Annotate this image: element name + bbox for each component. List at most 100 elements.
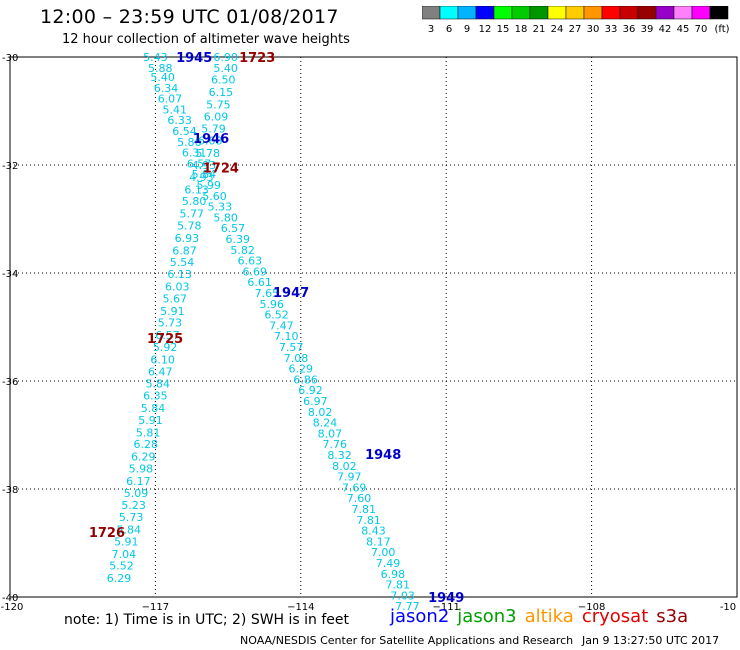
wave-height-value: 6.69 [243, 265, 268, 278]
pass-time-label: 1726 [89, 526, 125, 541]
y-tick-label: -34 [2, 269, 18, 280]
pass-time-label: 1947 [273, 286, 309, 301]
wave-height-value: 7.65 [255, 287, 280, 300]
colorbar-label: 6 [446, 24, 452, 35]
colorbar-label: 30 [587, 24, 600, 35]
x-tick-label: −108 [578, 602, 605, 613]
wave-height-value: 5.98 [129, 462, 154, 475]
wave-height-value: 5.91 [114, 535, 139, 548]
wave-height-value: 7.81 [356, 514, 381, 527]
wave-height-value: 5.78 [177, 219, 202, 232]
wave-height-value: 5.91 [160, 305, 185, 318]
wave-height-value: 5.33 [208, 201, 233, 214]
x-tick-label: -120 [1, 602, 24, 613]
wave-height-value: 5.75 [206, 99, 231, 112]
wave-height-value: 7.47 [269, 319, 294, 332]
satellite-legend-item: s3a [656, 606, 689, 627]
wave-height-value: 7.97 [337, 471, 362, 484]
chart-title: 12:00 – 23:59 UTC 01/08/2017 [40, 6, 339, 28]
wave-height-value: 5.09 [124, 487, 149, 500]
wave-height-value: 6.03 [165, 281, 190, 294]
wave-height-value: 6.29 [107, 572, 132, 585]
footer-timestamp: Jan 9 13:27:50 UTC 2017 [582, 634, 720, 647]
wave-height-value: 8.17 [366, 535, 391, 548]
wave-height-value: 6.07 [158, 93, 183, 106]
wave-height-value: 6.93 [175, 232, 200, 245]
colorbar-label: 18 [515, 24, 528, 35]
colorbar-label: 39 [641, 24, 654, 35]
colorbar-label: 70 [695, 24, 708, 35]
wave-height-value: 6.98 [381, 568, 406, 581]
wave-height-value: 6.35 [143, 390, 168, 403]
wave-height-value: 5.84 [116, 524, 141, 537]
footer-credit: NOAA/NESDIS Center for Satellite Applica… [240, 634, 574, 647]
colorbar-label: 45 [677, 24, 690, 35]
wave-height-value: 5.92 [153, 341, 178, 354]
wave-height-value: 5.84 [192, 168, 217, 181]
wave-height-value: 6.15 [209, 86, 234, 99]
wave-height-value: 6.39 [226, 233, 251, 246]
x-tick-label: -10 [720, 602, 736, 613]
colorbar-legend: 3 6 9 12 15 18 21 24 27 30 33 36 39 42 45 70 (ft) [422, 6, 730, 35]
wave-height-value: 6.09 [204, 110, 229, 123]
wave-height-value: 7.81 [385, 579, 410, 592]
x-tick-label: −117 [142, 602, 169, 613]
colorbar-label: 24 [551, 24, 564, 35]
wave-height-value: 8.24 [313, 417, 338, 430]
wave-height-value: 6.97 [303, 395, 328, 408]
wave-height-value: 6.29 [131, 451, 156, 464]
wave-height-value: 5.84 [146, 378, 171, 391]
wave-height-value: 7.03 [390, 589, 415, 602]
footer-note: note: 1) Time is in UTC; 2) SWH is in fe… [64, 612, 350, 628]
colorbar-label: 3 [428, 24, 434, 35]
y-tick-label: -36 [2, 377, 18, 388]
colorbar-swatch [709, 6, 729, 20]
chart-subtitle: 12 hour collection of altimeter wave hei… [62, 32, 350, 47]
wave-height-value: 6.13 [184, 183, 209, 196]
plot-frame [9, 56, 738, 598]
wave-height-value: 5.80 [182, 195, 207, 208]
wave-height-value: 6.17 [126, 475, 151, 488]
wave-height-value: 6.34 [154, 82, 179, 95]
wave-height-value: 8.43 [361, 525, 386, 538]
wave-height-value: 5.41 [163, 103, 188, 116]
wave-height-value: 5.84 [141, 402, 166, 415]
wave-height-value: 5.73 [119, 511, 144, 524]
colorbar-label: 27 [569, 24, 582, 35]
pass-time-label: 1948 [365, 448, 401, 463]
wave-height-value: 5.23 [121, 499, 146, 512]
wave-height-value: 6.31 [182, 147, 207, 160]
wave-height-value: 5.40 [213, 62, 238, 75]
colorbar-label: 36 [623, 24, 636, 35]
wave-height-value: 7.60 [347, 492, 372, 505]
wave-height-value: 5.43 [143, 51, 168, 64]
wave-height-value: 5.40 [150, 71, 175, 84]
wave-height-value: 5.60 [202, 190, 227, 203]
pass-time-label: 1725 [147, 332, 183, 347]
wave-height-value: 5.82 [230, 244, 255, 257]
colorbar-label: (ft) [714, 24, 729, 35]
colorbar-label: 9 [464, 24, 470, 35]
pass-time-label: 1723 [239, 51, 275, 66]
wave-height-value: 8.02 [308, 406, 333, 419]
wave-height-value: 5.77 [180, 208, 205, 221]
wave-height-value: 5.67 [163, 292, 188, 305]
wave-height-value: 5.99 [196, 179, 221, 192]
y-tick-label: -32 [2, 161, 18, 172]
wave-height-value: 7.69 [342, 481, 367, 494]
wave-height-value: 8.32 [327, 449, 352, 462]
wave-height-value: 7.81 [352, 503, 377, 516]
wave-height-value: 6.57 [155, 329, 180, 342]
wave-height-value: 6.54 [172, 125, 197, 138]
wave-height-value: 7.76 [322, 438, 347, 451]
wave-height-value: 6.29 [289, 363, 314, 376]
wave-height-value: 5.52 [109, 560, 134, 573]
colorbar-label: 21 [533, 24, 546, 35]
satellite-legend: jason2 jason3 altika cryosat s3a [390, 606, 696, 627]
pass-time-label: 1946 [193, 132, 229, 147]
wave-height-value: 7.04 [112, 548, 137, 561]
wave-height-value: 4.93 [189, 171, 214, 184]
wave-height-value: 6.68 [198, 135, 223, 148]
wave-height-value: 6.10 [150, 353, 175, 366]
wave-height-value: 6.90 [213, 51, 238, 64]
